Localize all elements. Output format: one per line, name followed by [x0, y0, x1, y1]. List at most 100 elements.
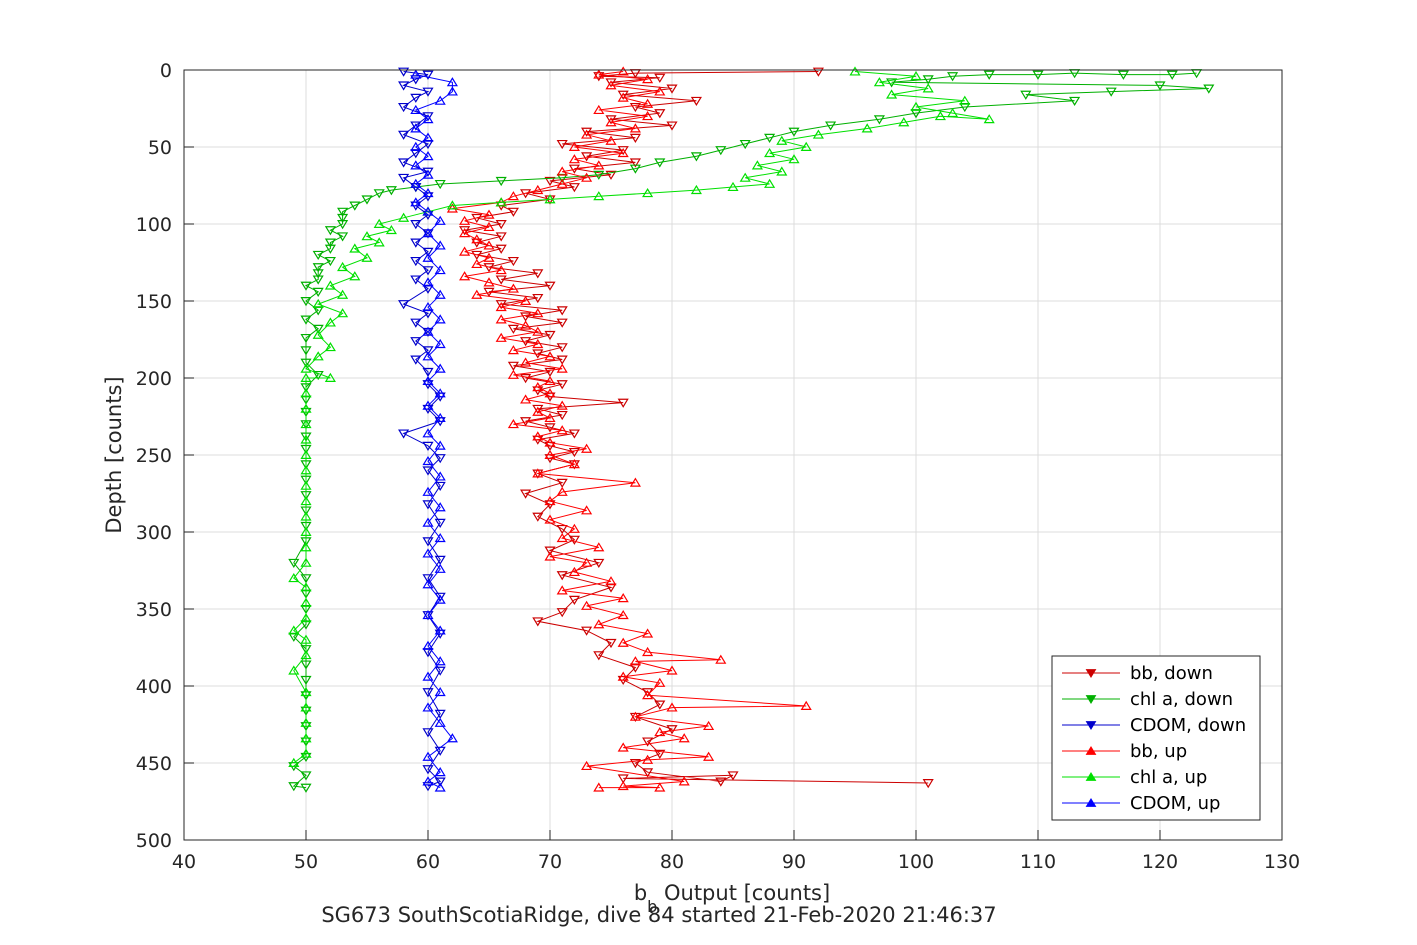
- data-point-bb-down: [568, 595, 580, 605]
- data-point-cdom-up: [422, 375, 434, 386]
- data-point-bb-down: [812, 67, 824, 77]
- data-point-bb-down: [556, 571, 568, 581]
- data-point-bb-up: [593, 542, 605, 552]
- data-point-bb-up: [544, 551, 556, 561]
- x-tick-label: 110: [1020, 851, 1056, 873]
- data-point-bb-up: [556, 532, 568, 543]
- data-point-bb-down: [629, 158, 641, 168]
- data-point-cdom-up: [422, 132, 434, 142]
- data-point-chl-a-down: [764, 133, 776, 143]
- data-point-bb-up: [544, 375, 556, 386]
- data-point-bb-up: [605, 576, 617, 586]
- data-point-bb-up: [654, 782, 666, 792]
- data-point-bb-down: [666, 121, 678, 131]
- data-point-cdom-up: [434, 264, 446, 275]
- data-point-chl-a-down: [495, 176, 507, 187]
- data-point-chl-a-down: [337, 232, 349, 242]
- data-point-bb-up: [568, 523, 580, 533]
- data-point-cdom-down: [422, 765, 434, 775]
- y-tick-label: 250: [136, 445, 172, 467]
- data-point-chl-a-down: [983, 70, 995, 80]
- data-point-cdom-up: [446, 77, 458, 87]
- data-point-cdom-up: [422, 640, 434, 650]
- data-point-bb-down: [629, 759, 641, 769]
- data-point-chl-a-up: [983, 114, 995, 124]
- data-point-bb-up: [581, 443, 593, 453]
- data-point-cdom-up: [434, 625, 446, 635]
- data-point-bb-up: [593, 69, 605, 79]
- data-point-bb-up: [532, 406, 544, 416]
- data-point-bb-down: [568, 447, 580, 458]
- data-point-chl-a-up: [873, 77, 885, 87]
- legend-label: CDOM, down: [1130, 715, 1246, 736]
- data-point-bb-up: [532, 338, 544, 349]
- data-point-chl-a-up: [337, 308, 349, 318]
- data-point-bb-down: [715, 777, 727, 787]
- data-point-chl-a-down: [788, 127, 800, 137]
- data-point-cdom-up: [434, 338, 446, 349]
- data-point-chl-a-up: [300, 449, 312, 459]
- data-point-chl-a-up: [642, 187, 654, 198]
- data-point-bb-up: [593, 782, 605, 792]
- data-point-bb-up: [629, 711, 641, 721]
- data-point-cdom-up: [434, 563, 446, 573]
- data-point-bb-down: [593, 651, 605, 661]
- data-point-bb-down: [532, 404, 544, 415]
- legend-label: bb, up: [1130, 741, 1187, 762]
- data-point-cdom-down: [422, 247, 434, 257]
- data-point-bb-down: [642, 737, 654, 747]
- data-point-chl-a-up: [337, 289, 349, 299]
- y-tick-label: 150: [136, 291, 172, 313]
- data-point-cdom-up: [434, 532, 446, 543]
- data-point-chl-a-down: [349, 201, 361, 211]
- data-point-chl-a-up: [300, 388, 312, 398]
- data-point-bb-up: [581, 760, 593, 771]
- data-point-bb-down: [605, 115, 617, 125]
- data-point-chl-a-down: [337, 220, 349, 230]
- data-point-cdom-down: [422, 574, 434, 584]
- data-point-chl-a-down: [300, 660, 312, 670]
- data-point-cdom-down: [410, 318, 422, 328]
- data-point-cdom-down: [422, 441, 434, 451]
- data-point-cdom-up: [422, 326, 434, 336]
- data-point-cdom-down: [422, 266, 434, 276]
- data-point-cdom-up: [422, 776, 434, 786]
- data-point-chl-a-down: [1069, 96, 1081, 107]
- data-point-chl-a-up: [800, 141, 812, 151]
- data-point-cdom-down: [410, 75, 422, 85]
- data-point-bb-up: [617, 637, 629, 647]
- data-point-bb-down: [629, 102, 641, 113]
- data-point-cdom-up: [422, 579, 434, 589]
- y-tick-label: 200: [136, 368, 172, 390]
- data-point-cdom-up: [410, 160, 422, 170]
- data-point-bb-up: [568, 154, 580, 164]
- data-point-bb-up: [532, 326, 544, 336]
- data-point-bb-up: [483, 240, 495, 250]
- data-point-cdom-down: [434, 709, 446, 719]
- data-point-chl-a-up: [861, 123, 873, 133]
- data-point-bb-up: [556, 585, 568, 595]
- data-point-chl-a-down: [873, 115, 885, 125]
- data-point-cdom-up: [422, 455, 434, 466]
- data-point-chl-a-up: [312, 298, 324, 309]
- data-point-chl-a-up: [910, 70, 922, 81]
- data-point-bb-up: [642, 646, 654, 657]
- data-point-bb-down: [581, 127, 593, 137]
- x-tick-label: 130: [1264, 851, 1300, 873]
- data-point-bb-down: [654, 700, 666, 710]
- data-point-bb-down: [556, 318, 568, 328]
- data-point-cdom-up: [434, 388, 446, 398]
- data-point-bb-up: [593, 619, 605, 629]
- data-point-bb-down: [507, 361, 519, 371]
- data-point-bb-up: [471, 289, 483, 299]
- data-point-chl-a-up: [300, 613, 312, 623]
- data-point-bb-up: [532, 431, 544, 441]
- data-point-chl-a-down: [324, 226, 336, 236]
- data-point-bb-down: [459, 226, 471, 236]
- data-point-bb-up: [642, 98, 654, 108]
- data-point-bb-up: [544, 351, 556, 361]
- data-point-cdom-up: [422, 277, 434, 287]
- data-point-bb-down: [556, 343, 568, 353]
- data-point-chl-a-up: [300, 649, 312, 660]
